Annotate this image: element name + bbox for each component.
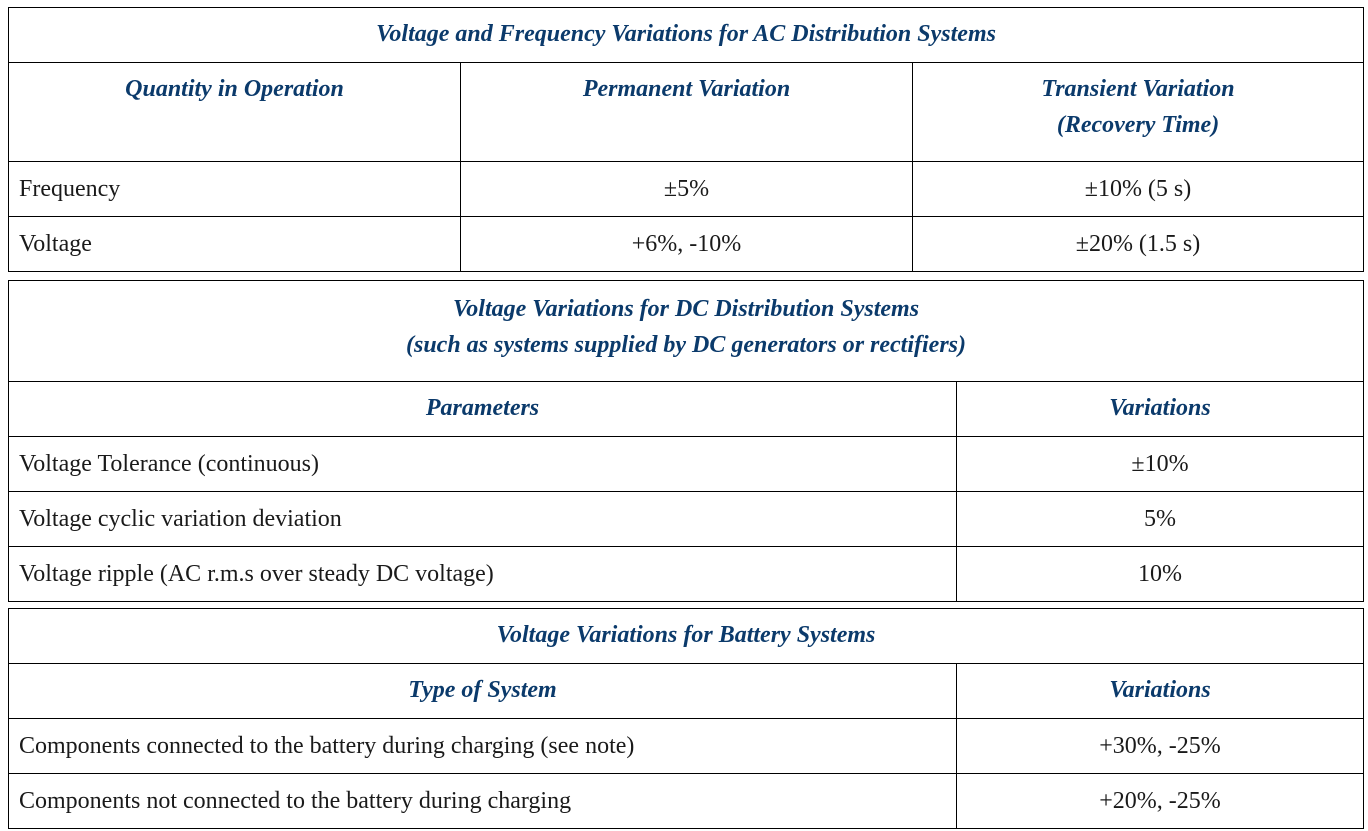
battery-cell-type: Components connected to the battery duri…: [8, 718, 957, 774]
ac-cell-transient: ±20% (1.5 s): [911, 216, 1365, 272]
ac-cell-transient: ±10% (5 s): [911, 161, 1365, 217]
dc-header-parameters: Parameters: [8, 381, 957, 437]
table-row: Voltage +6%, -10% ±20% (1.5 s): [8, 216, 1365, 272]
ac-cell-quantity: Frequency: [8, 161, 461, 217]
dc-cell-parameter: Voltage ripple (AC r.m.s over steady DC …: [8, 546, 957, 602]
ac-cell-permanent: +6%, -10%: [460, 216, 913, 272]
dc-cell-variation: ±10%: [956, 436, 1364, 492]
table-row: Voltage ripple (AC r.m.s over steady DC …: [8, 546, 1364, 602]
ac-header-permanent: Permanent Variation: [460, 62, 913, 162]
battery-variations-table: Voltage Variations for Battery Systems T…: [7, 608, 1365, 829]
ac-header-transient-line2: (Recovery Time): [1056, 112, 1220, 138]
dc-cell-parameter: Voltage Tolerance (continuous): [8, 436, 957, 492]
dc-variations-table: Voltage Variations for DC Distribution S…: [8, 280, 1364, 602]
table-row: Frequency ±5% ±10% (5 s): [8, 161, 1365, 217]
battery-cell-type: Components not connected to the battery …: [8, 773, 957, 829]
table-row: Voltage cyclic variation deviation 5%: [8, 491, 1364, 547]
battery-header-variations: Variations: [955, 663, 1365, 719]
battery-cell-variation: +30%, -25%: [955, 718, 1365, 774]
dc-header-variations: Variations: [956, 381, 1364, 437]
dc-cell-variation: 10%: [956, 546, 1364, 602]
battery-header-type: Type of System: [8, 663, 957, 719]
battery-cell-variation: +20%, -25%: [955, 773, 1365, 829]
ac-cell-quantity: Voltage: [8, 216, 461, 272]
dc-table-title: Voltage Variations for DC Distribution S…: [8, 280, 1364, 382]
table-row: Voltage Tolerance (continuous) ±10%: [8, 436, 1364, 492]
dc-cell-parameter: Voltage cyclic variation deviation: [8, 491, 957, 547]
dc-table-title-line1: Voltage Variations for DC Distribution S…: [452, 296, 920, 322]
dc-cell-variation: 5%: [956, 491, 1364, 547]
dc-table-title-line2: (such as systems supplied by DC generato…: [406, 332, 966, 358]
ac-cell-permanent: ±5%: [460, 161, 913, 217]
table-row: Components connected to the battery duri…: [8, 718, 1365, 774]
ac-header-quantity: Quantity in Operation: [8, 62, 461, 162]
ac-header-transient-line1: Transient Variation: [1041, 76, 1235, 102]
table-row: Components not connected to the battery …: [8, 773, 1365, 829]
ac-variations-table: Voltage and Frequency Variations for AC …: [7, 7, 1365, 272]
battery-table-title: Voltage Variations for Battery Systems: [7, 608, 1365, 664]
ac-header-transient: Transient Variation (Recovery Time): [911, 62, 1365, 162]
ac-table-title: Voltage and Frequency Variations for AC …: [7, 7, 1365, 63]
